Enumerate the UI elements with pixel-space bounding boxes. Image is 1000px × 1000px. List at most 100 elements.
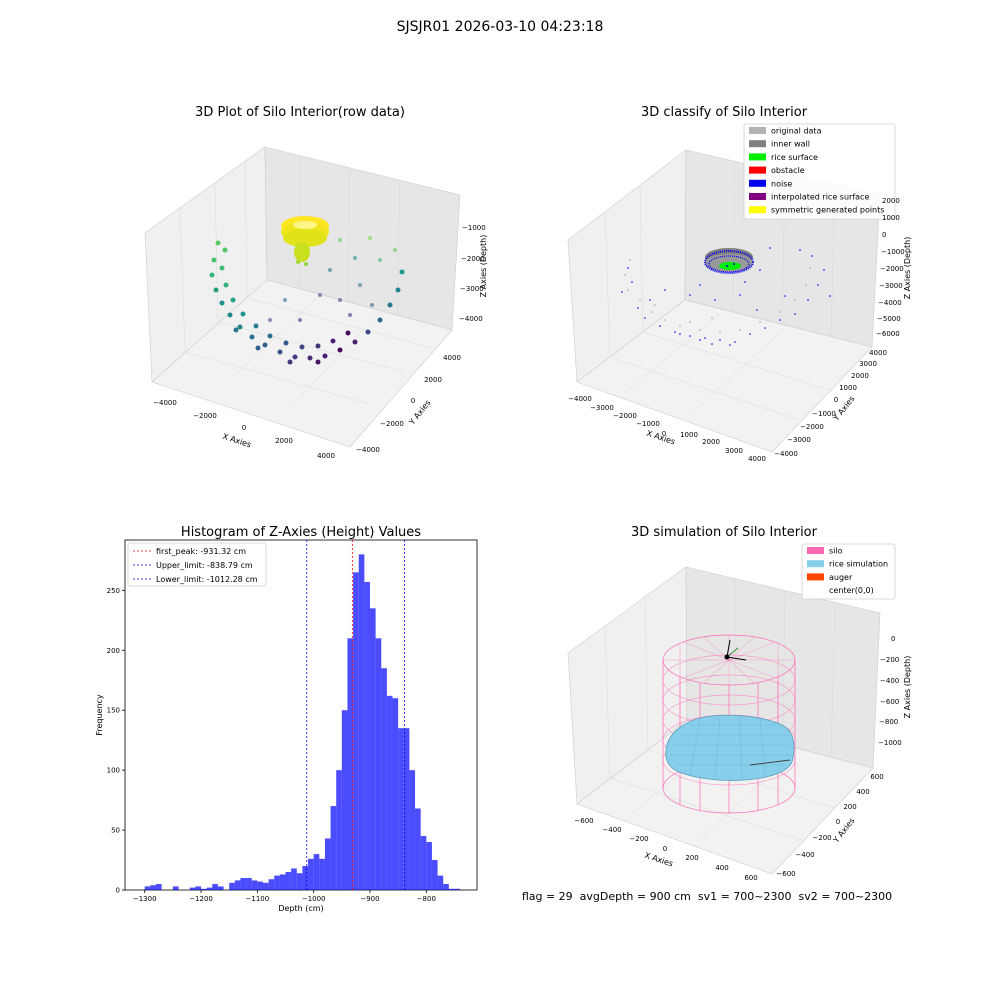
panel2-rice-surface bbox=[719, 262, 741, 270]
y-tick-label: 150 bbox=[107, 707, 120, 715]
auger-marker bbox=[724, 639, 747, 661]
panel3-xlabel: Depth (cm) bbox=[278, 904, 323, 913]
svg-text:2000: 2000 bbox=[275, 437, 293, 445]
svg-text:200: 200 bbox=[843, 803, 856, 811]
svg-text:4000: 4000 bbox=[748, 455, 766, 463]
histogram-bar bbox=[302, 866, 309, 890]
histogram-bar bbox=[398, 728, 404, 890]
histogram-bar bbox=[234, 880, 241, 890]
panel2-xlabel: X Axies bbox=[645, 429, 676, 447]
panel2-zlabel: Z Axies (Depth) bbox=[903, 237, 912, 300]
panel1-axes-box bbox=[144, 146, 461, 448]
histogram-bar bbox=[217, 886, 224, 890]
legend-swatch bbox=[749, 153, 766, 161]
y-tick-label: 200 bbox=[107, 647, 120, 655]
panel3-legend: first_peak: -931.32 cm Upper_limit: -838.… bbox=[127, 542, 267, 587]
panel-histogram: Histogram of Z-Axies (Height) Values −13… bbox=[95, 525, 478, 913]
figure-title: SJSJR01 2026-03-10 04:23:18 bbox=[397, 19, 604, 35]
legend-label: Upper_limit: -838.79 cm bbox=[156, 561, 253, 570]
panel2-noise bbox=[621, 247, 831, 346]
legend-swatch bbox=[749, 166, 766, 174]
legend-label: center(0,0) bbox=[829, 586, 874, 595]
legend-label: rice simulation bbox=[829, 560, 888, 569]
histogram-bar bbox=[144, 886, 151, 890]
panel1-wall-arc bbox=[209, 240, 405, 365]
svg-text:−400: −400 bbox=[602, 826, 621, 834]
panel2-original-data bbox=[624, 259, 811, 333]
svg-text:−4000: −4000 bbox=[356, 446, 380, 454]
histogram-bar bbox=[296, 873, 303, 890]
svg-text:−1000: −1000 bbox=[881, 248, 905, 256]
histogram-bar bbox=[279, 874, 286, 890]
panel1-y-ticks: −4000 −2000 0 2000 4000 bbox=[356, 354, 461, 454]
svg-text:0: 0 bbox=[411, 397, 415, 405]
svg-text:2000: 2000 bbox=[702, 438, 720, 446]
x-tick-label: −1300 bbox=[133, 895, 157, 903]
histogram-bar bbox=[308, 858, 314, 890]
svg-text:−800: −800 bbox=[879, 718, 898, 726]
histogram-bar bbox=[291, 868, 297, 890]
legend-label: symmetric generated points bbox=[771, 206, 884, 215]
svg-text:−3000: −3000 bbox=[787, 436, 811, 444]
histogram-bar bbox=[330, 806, 337, 890]
svg-text:−4000: −4000 bbox=[153, 399, 177, 407]
legend-label: auger bbox=[829, 573, 853, 582]
svg-text:0: 0 bbox=[891, 635, 895, 643]
panel-classify-3d: 3D classify of Silo Interior bbox=[567, 105, 912, 463]
svg-text:−600: −600 bbox=[574, 817, 593, 825]
histogram-bar bbox=[381, 668, 387, 890]
legend-swatch bbox=[807, 573, 824, 581]
svg-text:−200: −200 bbox=[880, 656, 899, 664]
histogram-bar bbox=[274, 875, 280, 890]
panel3-x-ticks: −1300 −1200 −1100 −1000 −900 −800 bbox=[133, 890, 436, 903]
panel2-scatter-points bbox=[621, 247, 831, 346]
svg-text:2000: 2000 bbox=[424, 376, 442, 384]
legend-label: Lower_limit: -1012.28 cm bbox=[156, 575, 258, 584]
legend-label: original data bbox=[771, 127, 822, 136]
svg-text:−2000: −2000 bbox=[461, 255, 485, 263]
svg-text:−6000: −6000 bbox=[876, 330, 900, 338]
legend-swatch bbox=[749, 140, 766, 148]
histogram-bar bbox=[420, 836, 427, 890]
histogram-bar bbox=[364, 581, 370, 890]
svg-text:0: 0 bbox=[662, 430, 666, 438]
histogram-bar bbox=[257, 881, 263, 890]
y-tick-label: 0 bbox=[116, 887, 120, 895]
histogram-bar bbox=[341, 710, 348, 890]
x-tick-label: −1000 bbox=[302, 895, 326, 903]
histogram-bar bbox=[172, 886, 179, 890]
svg-text:200: 200 bbox=[685, 854, 698, 862]
svg-text:−600: −600 bbox=[880, 698, 899, 706]
histogram-bar bbox=[324, 838, 331, 890]
legend-label: inner wall bbox=[771, 140, 810, 149]
legend-swatch bbox=[749, 179, 766, 187]
histogram-bar bbox=[369, 608, 376, 890]
panel2-y-ticks: −4000 −3000 −2000 −1000 0 1000 2000 3000… bbox=[774, 349, 887, 458]
panel1-top-cluster bbox=[281, 216, 329, 266]
svg-text:600: 600 bbox=[870, 773, 883, 781]
panel4-title: 3D simulation of Silo Interior bbox=[631, 525, 818, 540]
histogram-bar bbox=[358, 554, 365, 890]
legend-label: rice surface bbox=[771, 153, 818, 162]
y-tick-label: 100 bbox=[107, 767, 120, 775]
svg-text:600: 600 bbox=[744, 874, 757, 882]
panel4-xlabel: X Axies bbox=[643, 851, 674, 869]
svg-text:400: 400 bbox=[715, 864, 728, 872]
panel4-x-ticks: −600 −400 −200 0 200 400 600 bbox=[574, 817, 757, 882]
histogram-bar bbox=[443, 884, 449, 890]
histogram-bar bbox=[353, 572, 359, 890]
x-tick-label: −1100 bbox=[246, 895, 270, 903]
histogram-bar bbox=[415, 808, 421, 890]
legend-swatch bbox=[749, 127, 766, 134]
histogram-bar bbox=[347, 638, 354, 890]
x-tick-label: −900 bbox=[360, 895, 379, 903]
svg-text:−400: −400 bbox=[795, 851, 814, 859]
panel4-y-ticks: −600 −400 −200 0 200 400 600 bbox=[776, 773, 883, 878]
histogram-bar bbox=[403, 728, 410, 890]
svg-text:−2000: −2000 bbox=[380, 420, 404, 428]
legend-swatch bbox=[807, 586, 824, 594]
histogram-bar bbox=[285, 872, 292, 890]
histogram-bar bbox=[268, 879, 275, 890]
histogram-bar bbox=[212, 884, 218, 890]
